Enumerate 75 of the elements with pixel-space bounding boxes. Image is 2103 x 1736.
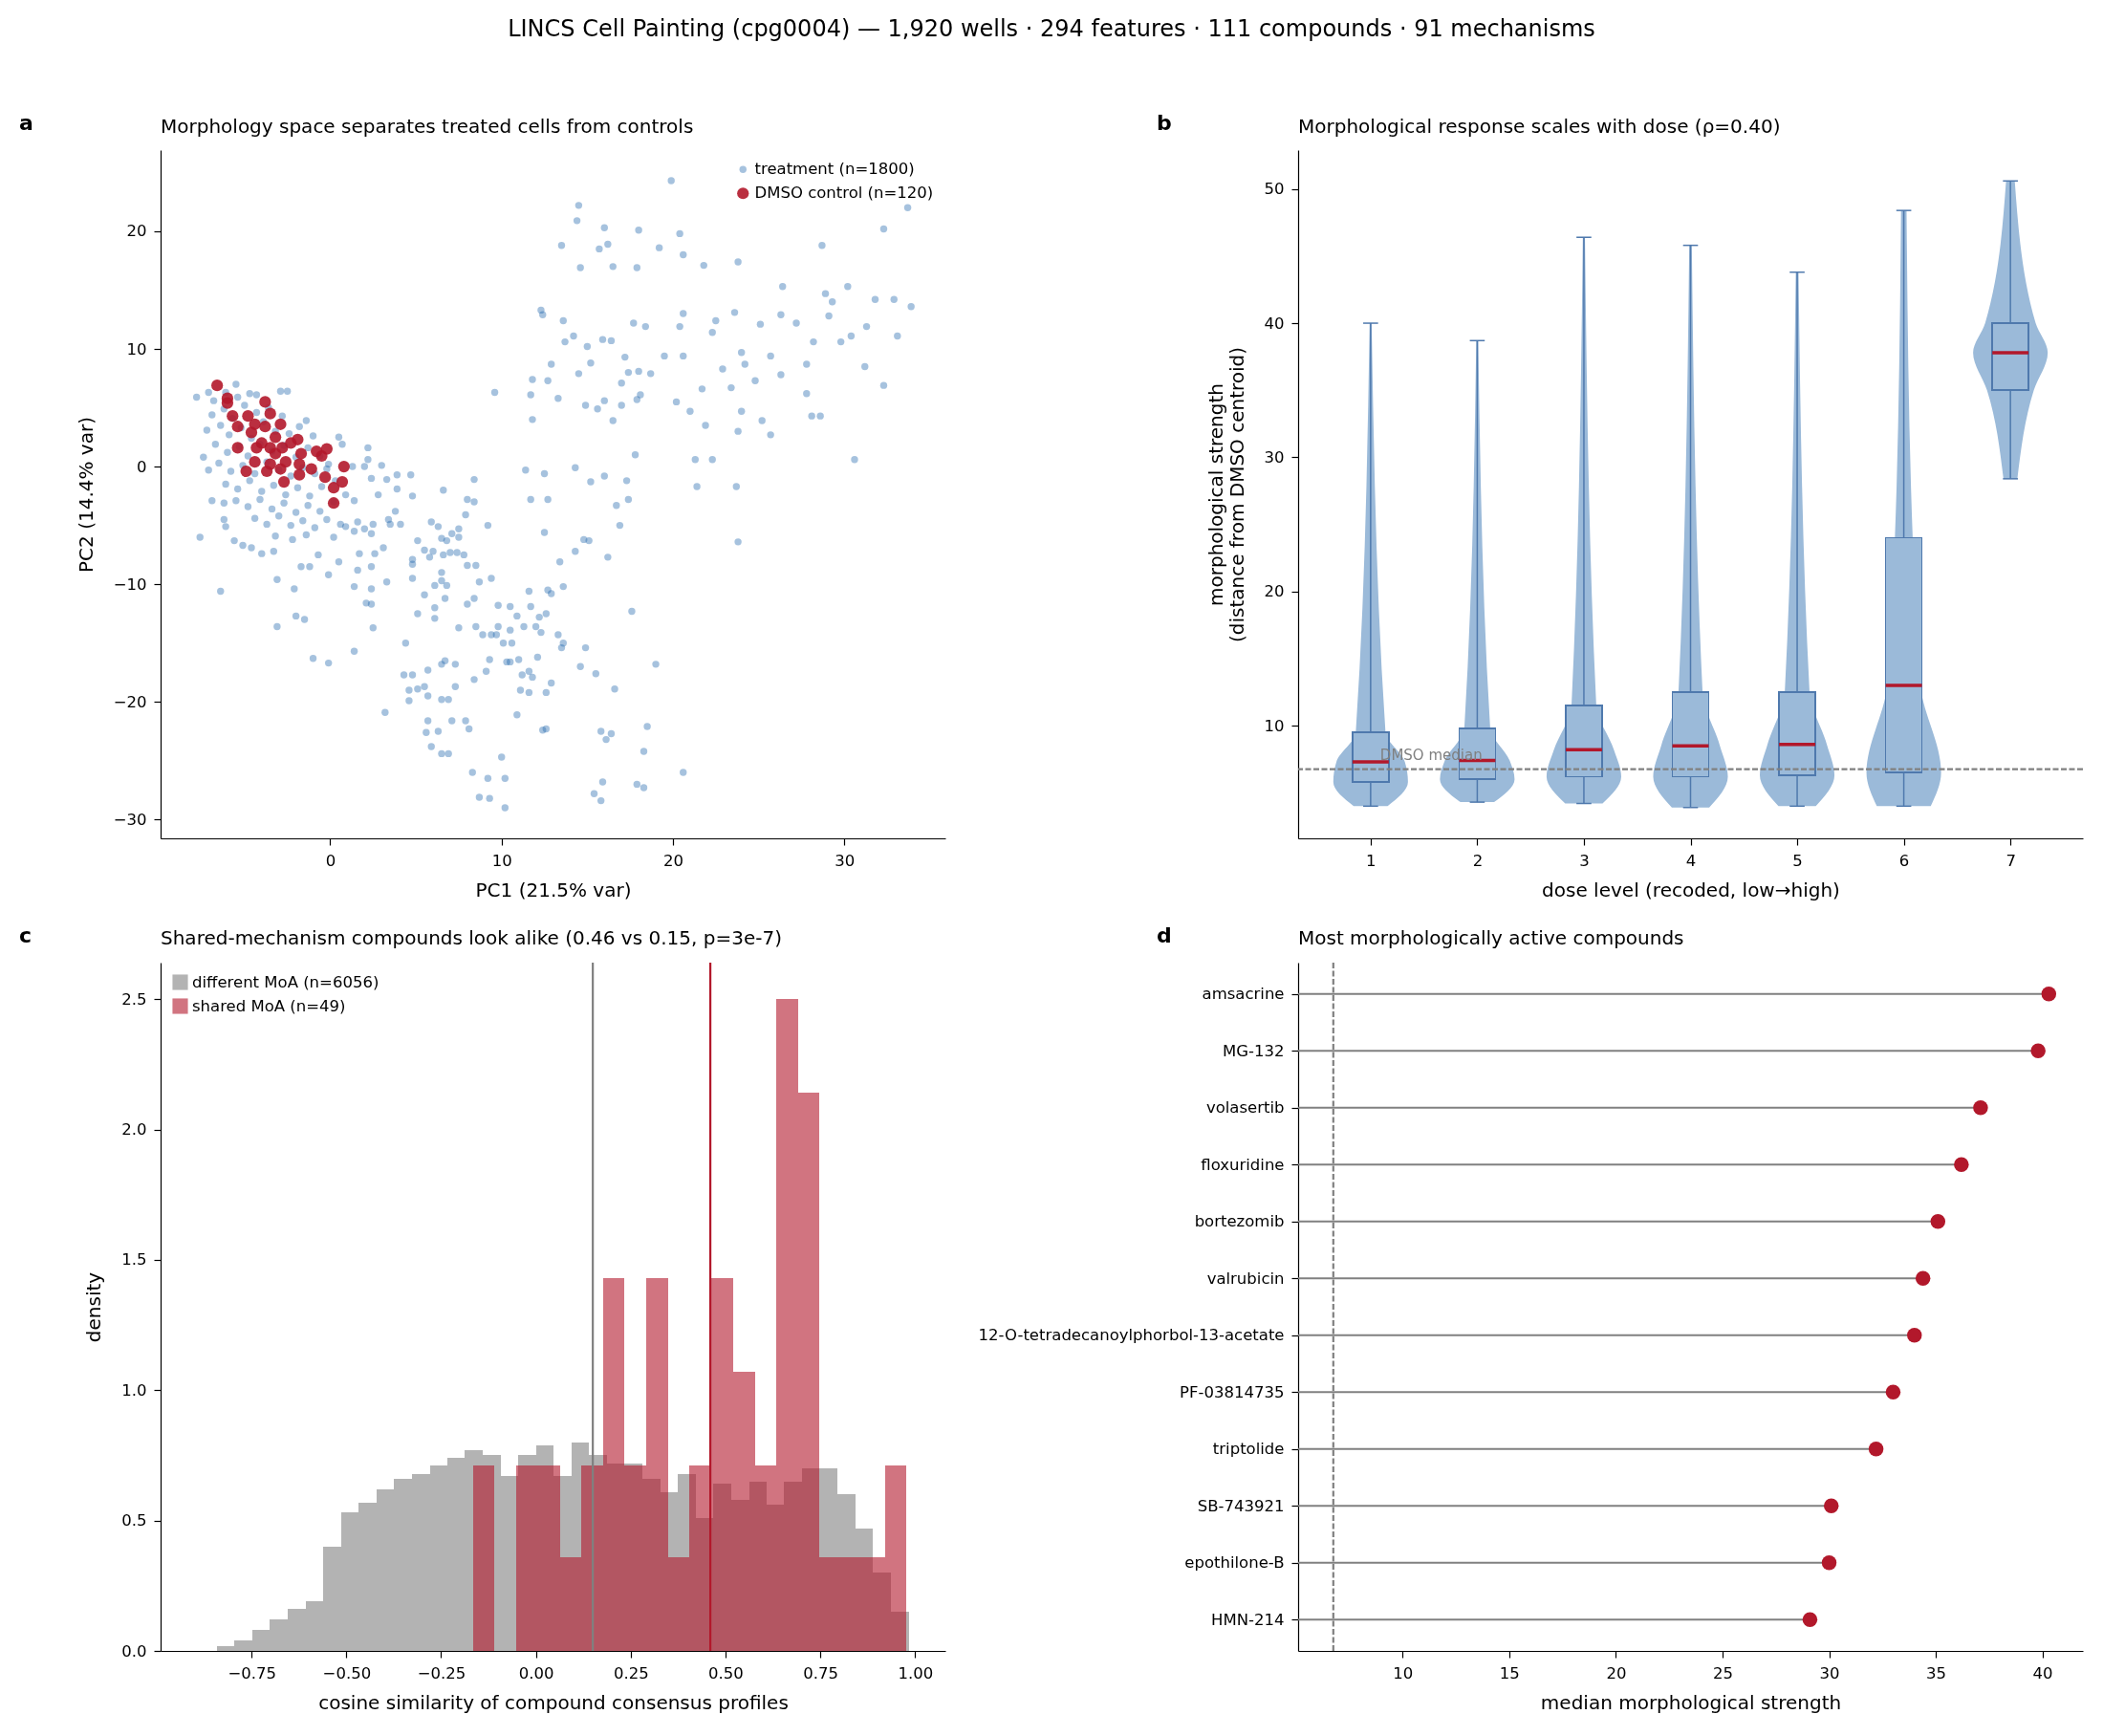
y-tick-label: 0.0 xyxy=(121,1641,147,1660)
y-tick-label: amsacrine xyxy=(1202,985,1285,1004)
legend-label: treatment (n=1800) xyxy=(754,160,915,179)
chart-title: Morphological response scales with dose (ρ=0.40) xyxy=(1298,115,1781,138)
y-axis-title: density xyxy=(82,1271,106,1343)
y-tick-label: MG-132 xyxy=(1223,1041,1285,1060)
y-tick-label: 1.5 xyxy=(121,1250,147,1269)
x-tick-label: 0.75 xyxy=(803,1663,838,1682)
y-tick-label: 10 xyxy=(1264,716,1285,735)
legend-label: different MoA (n=6056) xyxy=(192,972,379,991)
y-tick-label: 0 xyxy=(137,457,147,476)
y-tick-label: −10 xyxy=(113,575,147,594)
x-tick-label: 0 xyxy=(325,851,336,870)
x-axis-title: median morphological strength xyxy=(1540,1691,1842,1714)
chart-title: Most morphologically active compounds xyxy=(1298,925,1684,949)
x-tick-label: 5 xyxy=(1792,851,1803,870)
text: d xyxy=(1157,923,1172,948)
y-tick-label: −30 xyxy=(113,810,147,829)
x-tick-label: 30 xyxy=(835,851,856,870)
x-axis-title: cosine similarity of compound consensus profiles xyxy=(318,1691,789,1714)
x-tick-label: 0.25 xyxy=(613,1663,649,1682)
x-tick-label: 40 xyxy=(2032,1663,2053,1682)
x-tick-label: 1.00 xyxy=(898,1663,934,1682)
y-tick-label: 50 xyxy=(1264,180,1285,199)
chart-title: Morphology space separates treated cells from controls xyxy=(161,115,694,138)
y-tick-label: 2.5 xyxy=(121,989,147,1009)
x-tick-label: 0.50 xyxy=(708,1663,744,1682)
y-tick-label: volasertib xyxy=(1205,1098,1285,1118)
x-tick-label: 3 xyxy=(1579,851,1590,870)
x-axis-title: dose level (recoded, low→high) xyxy=(1542,879,1840,901)
y-tick-label: PF-03814735 xyxy=(1180,1382,1285,1401)
x-tick-label: 1 xyxy=(1366,851,1377,870)
x-tick-label: 20 xyxy=(1606,1663,1627,1682)
y-tick-label: SB-743921 xyxy=(1197,1496,1285,1515)
y-tick-label: 12-O-tetradecanoylphorbol-13-acetate xyxy=(978,1326,1285,1345)
y-tick-label: 20 xyxy=(126,222,147,241)
x-tick-label: −0.25 xyxy=(417,1663,466,1682)
y-tick-label: epothilone-B xyxy=(1184,1553,1285,1573)
y-tick-label: triptolide xyxy=(1212,1440,1285,1459)
text: LINCS Cell Painting (cpg0004) — 1,920 wells · 294 features · 111 compounds · 91 mechanisms xyxy=(507,14,1596,44)
x-tick-label: 25 xyxy=(1712,1663,1733,1682)
y-tick-label: 0.5 xyxy=(121,1511,147,1530)
text: a xyxy=(19,111,33,136)
x-tick-label: 6 xyxy=(1898,851,1910,870)
y-tick-label: −20 xyxy=(113,692,147,711)
y-tick-label: 40 xyxy=(1264,314,1285,333)
y-tick-label: bortezomib xyxy=(1194,1212,1285,1231)
x-tick-label: 15 xyxy=(1499,1663,1520,1682)
y-tick-label: 2.0 xyxy=(121,1120,147,1139)
x-axis-title: PC1 (21.5% var) xyxy=(475,879,632,901)
legend-label: shared MoA (n=49) xyxy=(192,996,346,1015)
x-tick-label: 10 xyxy=(491,851,512,870)
x-tick-label: 35 xyxy=(1926,1663,1947,1682)
y-tick-label: floxuridine xyxy=(1201,1155,1285,1174)
x-tick-label: 7 xyxy=(2005,851,2016,870)
x-tick-label: 10 xyxy=(1393,1663,1414,1682)
legend-label: DMSO control (n=120) xyxy=(754,184,934,203)
x-tick-label: −0.50 xyxy=(322,1663,372,1682)
text: c xyxy=(19,923,33,948)
y-tick-label: 1.0 xyxy=(121,1380,147,1400)
y-tick-label: 10 xyxy=(126,339,147,358)
y-axis-title: morphological strength (distance from DMSO centroid) xyxy=(1203,346,1248,643)
x-tick-label: 20 xyxy=(662,851,683,870)
x-tick-label: −0.75 xyxy=(228,1663,276,1682)
x-tick-label: 4 xyxy=(1685,851,1697,870)
y-tick-label: valrubicin xyxy=(1206,1269,1285,1288)
chart-title: Shared-mechanism compounds look alike (0.46 vs 0.15, p=3e-7) xyxy=(161,925,782,949)
y-tick-label: 30 xyxy=(1264,447,1285,467)
x-tick-label: 0.00 xyxy=(518,1663,554,1682)
x-tick-label: 30 xyxy=(1819,1663,1840,1682)
y-axis-title: PC2 (14.4% var) xyxy=(74,417,98,573)
text: b xyxy=(1157,111,1172,136)
y-tick-label: 20 xyxy=(1264,582,1285,601)
x-tick-label: 2 xyxy=(1472,851,1484,870)
y-tick-label: HMN-214 xyxy=(1211,1610,1285,1629)
